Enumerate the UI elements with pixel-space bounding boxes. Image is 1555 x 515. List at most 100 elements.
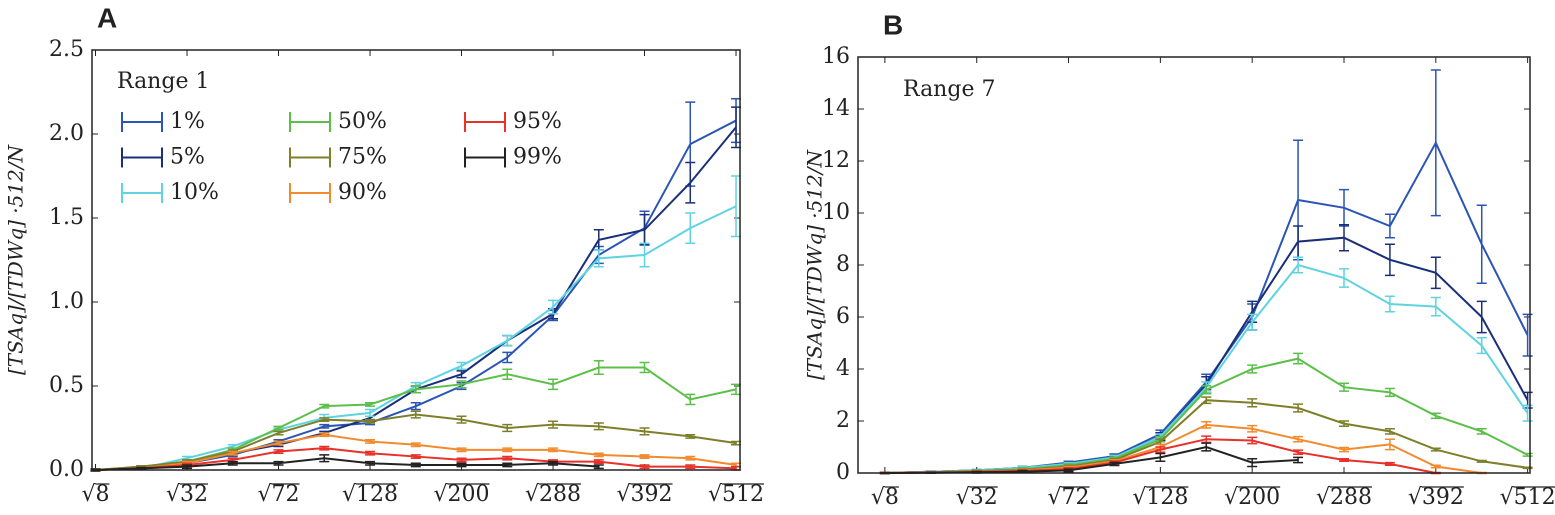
error-bar — [1522, 313, 1533, 357]
error-bar — [456, 370, 467, 379]
error-bar — [319, 432, 330, 438]
error-bar — [548, 420, 559, 429]
x-tick-label: √128 — [1132, 485, 1188, 510]
error-bar — [502, 455, 513, 461]
legend-swatch — [289, 183, 331, 203]
error-bar — [1293, 435, 1304, 443]
error-bar — [1339, 223, 1350, 252]
y-tick-label: 0.0 — [49, 457, 84, 482]
x-tick-label: √32 — [166, 482, 208, 507]
error-bar — [319, 403, 330, 409]
x-tick-label: √512 — [708, 482, 764, 507]
error-bar — [593, 360, 604, 375]
legend-label: 5% — [170, 145, 205, 170]
error-bar — [1201, 385, 1212, 395]
error-bar — [548, 378, 559, 391]
error-bar — [639, 427, 650, 436]
error-bar — [365, 402, 376, 407]
error-bar — [410, 402, 421, 411]
y-tick-label: 16 — [822, 44, 850, 69]
error-bar — [1293, 456, 1304, 464]
legend-swatch — [464, 112, 506, 132]
error-bar — [685, 433, 696, 439]
error-bar — [273, 425, 284, 431]
error-bar — [365, 408, 376, 417]
legend-swatch — [121, 147, 163, 168]
y-tick-label: 0 — [836, 460, 850, 485]
x-tick-label: √72 — [257, 482, 299, 507]
y-tick-label: 4 — [836, 356, 850, 381]
error-bar — [1155, 452, 1166, 463]
y-tick-label: 6 — [836, 304, 850, 329]
error-bar — [685, 161, 696, 204]
legend-swatch — [289, 112, 331, 132]
error-bar — [1476, 459, 1487, 463]
error-bar — [639, 361, 650, 374]
error-bar — [593, 452, 604, 458]
error-bar — [1430, 447, 1441, 452]
y-tick-label: 10 — [822, 200, 850, 225]
error-bar — [410, 385, 421, 394]
error-bar — [410, 410, 421, 419]
error-bar — [1109, 461, 1120, 467]
error-bar — [1430, 464, 1441, 469]
error-bar — [1430, 69, 1441, 217]
error-bar — [1293, 256, 1304, 274]
annotation: Range 7 — [903, 77, 995, 102]
x-tick-label: √392 — [1408, 485, 1464, 510]
panel: A 0.0 0.5 1.0 1.5 2.0 2.5 √8 √32 √72 √128 √200 √288 √… — [4, 2, 765, 507]
error-bar — [1201, 396, 1212, 405]
x-tick-label: √512 — [1500, 485, 1555, 510]
error-bar — [456, 361, 467, 370]
x-tick-label: √8 — [81, 482, 109, 507]
error-bar — [1476, 300, 1487, 334]
error-bar — [1247, 398, 1258, 408]
error-bar — [1522, 452, 1533, 457]
error-bar — [502, 447, 513, 453]
plot-frame — [91, 49, 741, 471]
error-bar — [1201, 435, 1212, 444]
error-bar — [1476, 428, 1487, 435]
legend-swatch — [121, 183, 163, 203]
error-bar — [1430, 256, 1441, 290]
legend-label: 75% — [338, 145, 387, 170]
error-bar — [593, 459, 604, 465]
y-tick-label: 1.5 — [49, 205, 84, 230]
y-tick-label: 0.5 — [49, 373, 84, 398]
x-tick-label: √288 — [525, 482, 581, 507]
error-bar — [1384, 428, 1395, 435]
x-tick-label: √200 — [434, 482, 490, 507]
error-bar — [639, 464, 650, 470]
error-bar — [1384, 387, 1395, 398]
error-bar — [593, 464, 604, 470]
error-bar — [456, 457, 467, 463]
error-bar — [1293, 352, 1304, 365]
x-tick-label: √32 — [956, 485, 998, 510]
y-axis-label: [TSAq]/[TDWq] ·512/N — [4, 143, 28, 375]
plot-frame — [857, 56, 1531, 474]
error-bar — [410, 442, 421, 448]
error-bar — [685, 455, 696, 461]
error-bar — [1476, 337, 1487, 355]
y-tick-label: 12 — [822, 148, 850, 173]
error-bar — [593, 249, 604, 268]
error-bar — [502, 351, 513, 364]
error-bar — [365, 460, 376, 466]
legend-title: Range 1 — [117, 69, 209, 94]
error-bar — [227, 460, 238, 466]
x-tick-label: √8 — [871, 485, 899, 510]
error-bar — [456, 447, 467, 453]
error-bar — [1155, 446, 1166, 453]
x-tick-label: √72 — [1048, 485, 1090, 510]
error-bar — [1247, 436, 1258, 445]
error-bar — [502, 368, 513, 381]
y-axis-label: [TSAq]/[TDWq] ·512/N — [803, 148, 827, 380]
legend-swatch — [289, 147, 331, 168]
error-bar — [365, 450, 376, 456]
y-tick-label: 14 — [822, 96, 850, 121]
error-bar — [1430, 412, 1441, 420]
error-bar — [456, 380, 467, 389]
error-bar — [1430, 296, 1441, 317]
error-bar — [1293, 449, 1304, 456]
